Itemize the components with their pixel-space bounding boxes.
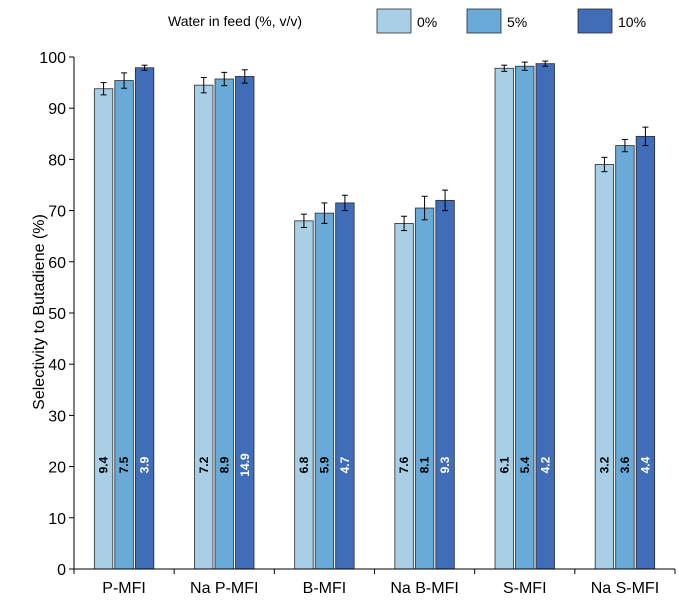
x-tick-label-1: Na P-MFI <box>190 580 258 597</box>
bar-3-0 <box>394 222 414 570</box>
legend-swatch-1 <box>466 8 502 34</box>
y-tick-label-0: 0 <box>57 562 66 579</box>
bar-0-0 <box>93 88 114 570</box>
bar-4-2 <box>535 63 555 570</box>
x-tick-label-5: Na S-MFI <box>591 580 659 597</box>
bar-1-2 <box>235 76 255 570</box>
y-axis-title: Selectivity to Butadiene (%) <box>31 214 48 410</box>
y-tick-label-7: 70 <box>48 204 66 221</box>
bar-value-label-0-1: 7.5 <box>117 456 131 473</box>
y-tick-label-8: 80 <box>48 152 66 169</box>
bar-value-label-5-0: 3.2 <box>597 456 611 473</box>
y-tick-label-5: 50 <box>48 306 66 323</box>
bar-value-label-3-1: 8.1 <box>418 456 432 473</box>
bar-2-2 <box>335 202 355 570</box>
bar-value-label-1-1: 8.9 <box>217 456 231 473</box>
bar-value-label-2-1: 5.9 <box>317 456 331 473</box>
y-tick-label-10: 100 <box>39 50 66 67</box>
y-tick-label-4: 40 <box>48 357 66 374</box>
error-bars-group <box>100 60 649 232</box>
bar-value-label-4-1: 5.4 <box>518 456 532 473</box>
bar-5-1 <box>615 145 635 570</box>
bar-2-0 <box>294 220 314 570</box>
bar-0-1 <box>114 80 134 570</box>
x-tick-label-3: Na B-MFI <box>390 580 458 597</box>
legend-swatch-2 <box>577 8 613 34</box>
legend-label-1: 5% <box>507 14 527 30</box>
bar-value-label-2-2: 4.7 <box>338 456 352 473</box>
bar-1-0 <box>194 84 214 570</box>
bar-0-2 <box>134 67 155 570</box>
x-tick-label-2: B-MFI <box>303 580 347 597</box>
bar-value-label-3-2: 9.3 <box>438 456 452 473</box>
bar-value-label-0-2: 3.9 <box>138 456 152 473</box>
bar-value-label-5-1: 3.6 <box>618 456 632 473</box>
bar-value-label-5-2: 4.4 <box>638 456 652 473</box>
legend-label-0: 0% <box>417 14 437 30</box>
y-tick-label-2: 20 <box>48 460 66 477</box>
bar-1-1 <box>214 78 234 570</box>
x-tick-label-0: P-MFI <box>102 580 146 597</box>
bar-value-label-4-2: 4.2 <box>538 456 552 473</box>
legend: Water in feed (%, v/v) 0% 5% 10% <box>168 8 646 34</box>
axes-group: 0 10 20 30 40 50 60 70 80 90 100 P-MFI Na P-MFI B-MFI… <box>39 50 676 597</box>
bar-3-2 <box>435 199 455 570</box>
bar-value-label-0-0: 9.4 <box>97 456 111 473</box>
bar-value-label-3-0: 7.6 <box>397 456 411 473</box>
bar-value-label-1-0: 7.2 <box>197 456 211 473</box>
bar-value-label-4-0: 6.1 <box>497 456 511 473</box>
bar-4-0 <box>494 67 514 570</box>
bar-4-1 <box>515 65 535 570</box>
bar-value-label-1-2: 14.9 <box>238 453 252 477</box>
y-tick-label-3: 30 <box>48 408 66 425</box>
y-tick-label-6: 60 <box>48 255 66 272</box>
bar-2-1 <box>314 212 335 570</box>
bar-value-label-2-0: 6.8 <box>297 456 311 473</box>
bar-3-1 <box>414 207 435 570</box>
bar-labels-group: 9.4 7.5 3.9 7.2 8.9 14.9 6.8 5.9 4.7 7.6 8.1 9.3 6.1… <box>97 453 653 477</box>
x-tick-label-4: S-MFI <box>503 580 547 597</box>
y-tick-label-9: 90 <box>48 101 66 118</box>
legend-title: Water in feed (%, v/v) <box>168 13 302 29</box>
bars-group <box>93 63 656 570</box>
legend-label-2: 10% <box>618 14 646 30</box>
y-tick-label-1: 10 <box>48 511 66 528</box>
bar-5-0 <box>594 164 615 570</box>
legend-swatch-0 <box>376 8 412 34</box>
bar-5-2 <box>635 135 656 570</box>
